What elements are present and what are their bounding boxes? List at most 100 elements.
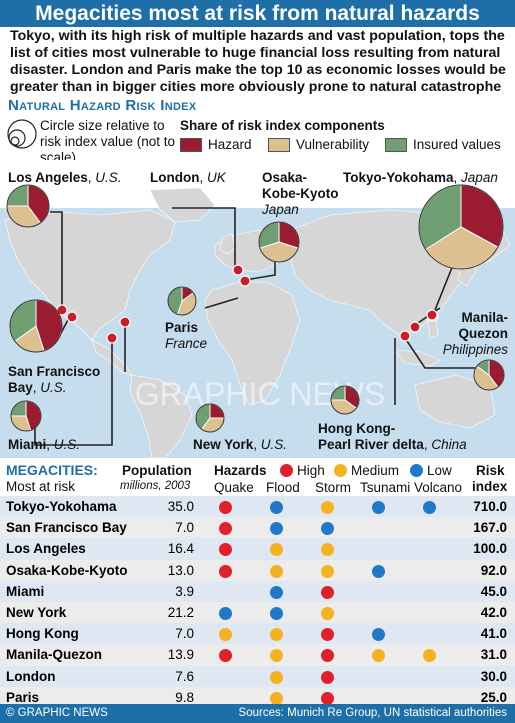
map-label-manila: Manila- Quezon Philippines <box>442 310 508 357</box>
cell-hazard-volcano <box>404 601 455 624</box>
table-header: Megacities: Most at risk Population mill… <box>0 460 515 496</box>
hazard-level-dot <box>321 585 334 599</box>
marker-new-york <box>119 316 131 328</box>
cell-population: 7.0 <box>155 517 200 539</box>
cell-city: Osaka-Kobe-Kyoto <box>0 559 155 581</box>
table-row: San Francisco Bay 7.0 167.0 <box>0 517 515 539</box>
cell-hazard-flood <box>251 601 302 624</box>
hazard-level-dot <box>270 628 283 642</box>
cell-hazard-tsunami <box>353 496 404 518</box>
marker-hong-kong <box>399 330 411 342</box>
footer: © GRAPHIC NEWS Sources: Munich Re Group,… <box>0 704 515 723</box>
hazard-level-dot <box>321 649 334 663</box>
medium-dot-icon <box>334 464 347 477</box>
cell-risk-index: 92.0 <box>455 559 515 581</box>
vulnerability-swatch-label: Vulnerability <box>296 137 370 152</box>
hazard-level-dot <box>321 691 334 705</box>
cell-risk-index: 30.0 <box>455 665 515 687</box>
cell-city: London <box>0 665 155 687</box>
cell-hazard-flood <box>251 580 302 602</box>
header-quake: Quake <box>214 480 254 495</box>
footer-sources: Sources: Munich Re Group, UN statistical… <box>238 707 507 719</box>
cell-hazard-flood <box>251 517 302 539</box>
table-row: Paris 9.8 25.0 <box>0 686 515 708</box>
insured-values-swatch-label: Insured values <box>413 137 501 152</box>
table-row: Tokyo-Yokohama 35.0 710.0 <box>0 496 515 518</box>
cell-hazard-quake <box>200 580 251 602</box>
cell-hazard-volcano <box>404 496 455 518</box>
cell-city: Manila-Quezon <box>0 644 155 666</box>
cell-risk-index: 41.0 <box>455 623 515 645</box>
cell-risk-index: 100.0 <box>455 538 515 560</box>
cell-hazard-volcano <box>404 559 455 581</box>
cell-population: 13.9 <box>155 644 200 666</box>
cell-city: San Francisco Bay <box>0 517 155 539</box>
marker-london <box>232 264 244 276</box>
size-legend-circles-icon <box>7 119 37 149</box>
legend-low: Low <box>427 463 452 478</box>
cell-population: 3.9 <box>155 580 200 602</box>
table-row: Manila-Quezon 13.9 31.0 <box>0 644 515 666</box>
cell-risk-index: 25.0 <box>455 686 515 708</box>
risk-pie-san-francisco-bay <box>9 299 63 353</box>
hazard-level-dot <box>321 628 334 642</box>
hazard-level-dot <box>372 501 385 515</box>
hazard-level-dot <box>270 564 283 578</box>
cell-risk-index: 167.0 <box>455 517 515 539</box>
risk-pie-hong-kong <box>330 385 360 415</box>
hazard-level-dot <box>372 564 385 578</box>
city-markers <box>56 264 439 344</box>
map-label-paris: Paris France <box>165 320 208 351</box>
cell-hazard-flood <box>251 644 302 666</box>
hazard-level-dot <box>219 606 232 620</box>
hazard-level-dot <box>270 501 283 515</box>
hazard-swatch <box>180 138 202 152</box>
hazard-level-dot <box>270 670 283 684</box>
cell-hazard-storm <box>302 559 353 581</box>
cell-hazard-quake <box>200 517 251 539</box>
hazard-level-dot <box>219 628 232 642</box>
hazard-level-dot <box>270 691 283 705</box>
hazard-level-dot <box>321 501 334 515</box>
cell-hazard-volcano <box>404 580 455 602</box>
risk-pies <box>6 184 505 433</box>
marker-manila <box>426 309 438 321</box>
cell-hazard-quake <box>200 686 251 708</box>
hazard-level-dot <box>270 649 283 663</box>
vulnerability-swatch <box>268 138 290 152</box>
map-label-tokyo: Tokyo-Yokohama, Japan <box>343 170 498 185</box>
hazard-level-dot <box>270 522 283 536</box>
cell-population: 7.6 <box>155 665 200 687</box>
high-dot-icon <box>280 464 293 477</box>
cell-risk-index: 31.0 <box>455 644 515 666</box>
cell-city: Miami <box>0 580 155 602</box>
map-label-hong-kong: Hong Kong- Pearl River delta, China <box>318 421 467 452</box>
legend-medium: Medium <box>351 463 400 478</box>
hazard-level-dot <box>372 628 385 642</box>
risk-pie-manila-quezon <box>473 359 505 391</box>
cell-hazard-tsunami <box>353 644 404 666</box>
cell-hazard-volcano <box>404 686 455 708</box>
hazard-level-dot <box>321 564 334 578</box>
legend-high: High <box>297 463 325 478</box>
cell-hazard-flood <box>251 496 302 518</box>
section-title: Natural Hazard Risk Index <box>8 97 197 114</box>
cell-population: 7.0 <box>155 623 200 645</box>
header-population: Population <box>122 463 192 478</box>
cell-hazard-volcano <box>404 538 455 560</box>
cell-hazard-storm <box>302 601 353 624</box>
cell-hazard-tsunami <box>353 559 404 581</box>
cell-population: 21.2 <box>155 601 200 624</box>
cell-population: 35.0 <box>155 496 200 518</box>
footer-copyright: © GRAPHIC NEWS <box>6 707 108 719</box>
world-map: GRAPHIC NEWS <box>0 160 515 460</box>
cell-hazard-quake <box>200 623 251 645</box>
hazard-level-dot <box>321 522 334 536</box>
table-row: Los Angeles 16.4 100.0 <box>0 538 515 560</box>
low-dot-icon <box>410 464 423 477</box>
marker-san-francisco <box>66 311 78 323</box>
risk-pie-paris <box>167 286 197 316</box>
hazard-level-dot <box>321 543 334 557</box>
header-risk: Risk <box>476 463 505 478</box>
hazard-swatch-label: Hazard <box>208 137 252 152</box>
